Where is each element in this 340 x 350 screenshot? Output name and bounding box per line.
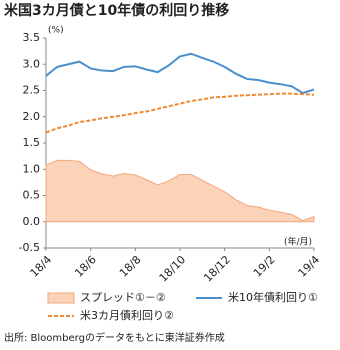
x-tick-label: 18/10	[157, 253, 189, 285]
y-tick-label: 2.5	[23, 84, 41, 97]
y-tick-label: 3.0	[23, 57, 41, 70]
legend-label: スプレッド①－②	[80, 291, 166, 304]
x-unit: (年/月)	[284, 236, 312, 248]
y-unit: (%)	[48, 26, 64, 36]
y-tick-label: 1.0	[23, 162, 41, 175]
x-tick-label: 18/8	[117, 253, 144, 280]
chart-title: 米国3カ月債と10年債の利回り推移	[4, 2, 229, 19]
y-tick-label: 3.5	[23, 31, 41, 44]
x-tick-label: 19/4	[296, 253, 323, 280]
series-line	[45, 92, 315, 134]
y-tick-label: 0.5	[23, 189, 41, 202]
spread-area	[45, 159, 315, 223]
y-tick-label: 0.0	[23, 215, 41, 228]
legend-label: 米3カ月債利回り②	[80, 308, 174, 322]
x-tick-label: 18/12	[201, 253, 233, 285]
y-tick-label: 2.0	[23, 110, 41, 123]
series-line	[45, 52, 315, 95]
legend-label: 米10年債利回り①	[228, 290, 318, 304]
legend-swatch	[47, 292, 75, 304]
y-tick-label: 1.5	[23, 136, 41, 149]
y-tick-label: -0.5	[19, 241, 40, 254]
source: 出所: Bloombergのデータをもとに東洋証券作成	[4, 331, 225, 344]
x-tick-label: 18/6	[72, 253, 99, 280]
x-tick-label: 18/4	[28, 253, 55, 280]
x-tick-label: 19/2	[251, 253, 278, 280]
